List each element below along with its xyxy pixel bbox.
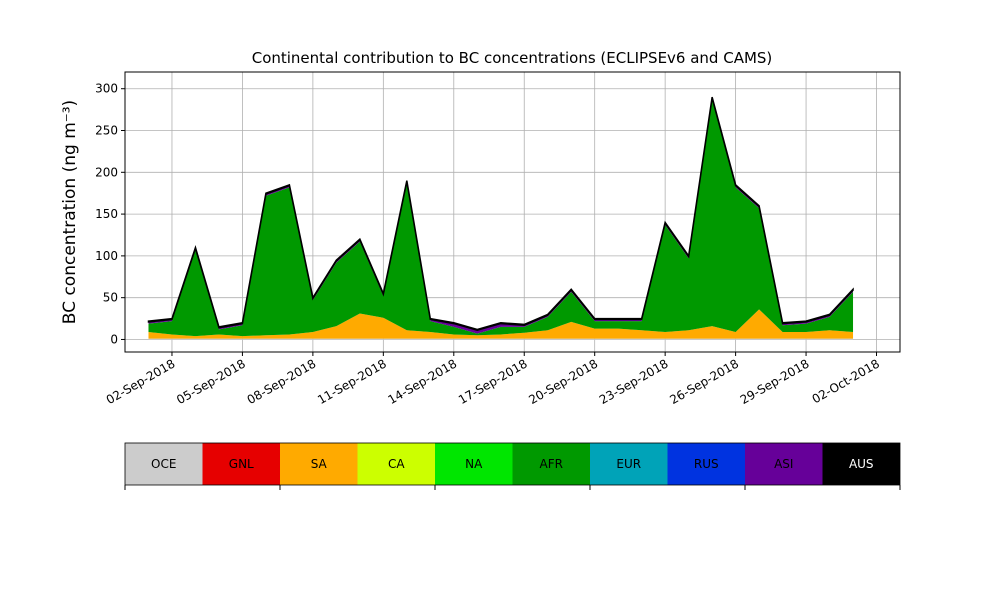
legend-label: GNL: [229, 457, 254, 471]
legend-frame: [124, 442, 901, 486]
x-tick-label: 08-Sep-2018: [245, 356, 319, 407]
x-tick-label: 14-Sep-2018: [386, 356, 460, 407]
legend-label: OCE: [151, 457, 176, 471]
y-tick-label: 0: [110, 332, 118, 346]
legend-swatch: [512, 443, 590, 485]
legend-label: CA: [388, 457, 405, 471]
legend-label: ASI: [774, 457, 793, 471]
chart-title: Continental contribution to BC concentra…: [252, 49, 773, 67]
legend-swatch: [280, 443, 358, 485]
x-tick-label: 17-Sep-2018: [456, 356, 530, 407]
x-tick-label: 20-Sep-2018: [526, 356, 600, 407]
legend-swatch: [822, 443, 900, 485]
x-tick-label: 29-Sep-2018: [738, 356, 812, 407]
x-tick-label: 26-Sep-2018: [667, 356, 741, 407]
area: [148, 338, 854, 340]
legend-swatch: [125, 443, 203, 485]
legend-label: SA: [311, 457, 328, 471]
legend-swatch: [435, 443, 513, 485]
legend-swatch: [590, 443, 668, 485]
legend-label: RUS: [694, 457, 719, 471]
legend-swatch: [357, 443, 435, 485]
plot-frame: [124, 71, 901, 353]
y-tick-label: 50: [103, 291, 118, 305]
area: [148, 99, 854, 337]
legend-label: EUR: [616, 457, 641, 471]
legend-swatch: [202, 443, 280, 485]
area: [148, 309, 854, 339]
y-tick-label: 300: [95, 82, 118, 96]
y-tick-label: 250: [95, 124, 118, 138]
legend-swatch: [745, 443, 823, 485]
x-tick-label: 11-Sep-2018: [315, 356, 389, 407]
legend-label: AUS: [849, 457, 874, 471]
y-axis-label: BC concentration (ng m⁻³): [60, 100, 80, 324]
y-tick-label: 150: [95, 207, 118, 221]
x-tick-label: 02-Oct-2018: [810, 356, 882, 406]
y-tick-label: 100: [95, 249, 118, 263]
x-tick-label: 02-Sep-2018: [104, 356, 178, 407]
legend-label: AFR: [540, 457, 563, 471]
y-tick-label: 200: [95, 165, 118, 179]
legend-label: NA: [465, 457, 483, 471]
x-tick-label: 05-Sep-2018: [174, 356, 248, 407]
x-tick-label: 23-Sep-2018: [597, 356, 671, 407]
area: [147, 96, 854, 332]
legend-swatch: [667, 443, 745, 485]
